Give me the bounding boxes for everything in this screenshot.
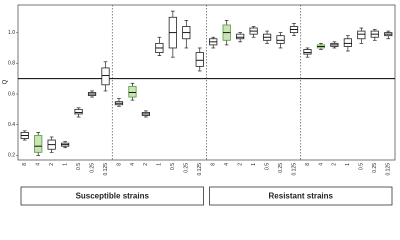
x-tick-label: 2 — [332, 163, 338, 166]
x-tick-label: 1 — [62, 163, 68, 166]
x-tick-label: 0.25 — [89, 163, 95, 173]
box — [74, 108, 83, 115]
x-tick-label: 0.125 — [197, 163, 203, 176]
x-tick-label: 1 — [157, 163, 163, 166]
x-tick-label: 0.25 — [372, 163, 378, 173]
y-tick-label: 1.0 — [8, 30, 15, 36]
x-tick-label: 1 — [345, 163, 351, 166]
chart: Q 0.2 0.4 0.6 0.8 1.0 8 4 2 1 0.5 0.25 0.125 8 4 2 1 0.5… — [3, 4, 396, 206]
box — [128, 85, 137, 98]
group-label: Resistant strains — [269, 192, 334, 201]
x-tick-label: 1 — [251, 163, 257, 166]
box — [357, 30, 366, 40]
x-tick-label: 4 — [36, 163, 42, 166]
x-tick-label: 0.125 — [103, 163, 109, 176]
x-tick-label: 0.5 — [76, 163, 82, 170]
plot-frame — [17, 4, 396, 161]
y-tick-label: 0.2 — [8, 153, 15, 159]
x-tick-label: 8 — [211, 163, 217, 166]
box — [303, 49, 312, 55]
box — [276, 35, 285, 44]
box — [343, 38, 352, 47]
x-tick-label: 0.25 — [278, 163, 284, 173]
y-tick-label: 0.6 — [8, 91, 15, 97]
y-tick-label: 0.8 — [8, 61, 15, 67]
x-tick-label: 2 — [143, 163, 149, 166]
box — [195, 52, 204, 67]
group-box — [209, 186, 393, 206]
x-tick-label: 2 — [49, 163, 55, 166]
box — [101, 67, 110, 86]
x-tick-label: 0.25 — [184, 163, 190, 173]
x-tick-label: 0.125 — [291, 163, 297, 176]
box — [34, 135, 43, 153]
group-label: Susceptible strains — [76, 192, 150, 201]
y-axis-label: Q — [3, 79, 9, 84]
x-tick-label: 2 — [237, 163, 243, 166]
x-tick-label: 4 — [318, 163, 324, 166]
group-box — [20, 186, 204, 206]
x-tick-label: 0.5 — [264, 163, 270, 170]
x-tick-label: 8 — [22, 163, 28, 166]
box — [236, 33, 245, 40]
y-tick-label: 0.4 — [8, 122, 15, 128]
x-tick-label: 0.125 — [386, 163, 392, 176]
x-tick-label: 8 — [305, 163, 311, 166]
x-tick-label: 4 — [224, 163, 230, 166]
x-tick-label: 4 — [130, 163, 136, 166]
x-tick-label: 8 — [116, 163, 122, 166]
x-tick-label: 0.5 — [170, 163, 176, 170]
x-tick-label: 0.5 — [359, 163, 365, 170]
